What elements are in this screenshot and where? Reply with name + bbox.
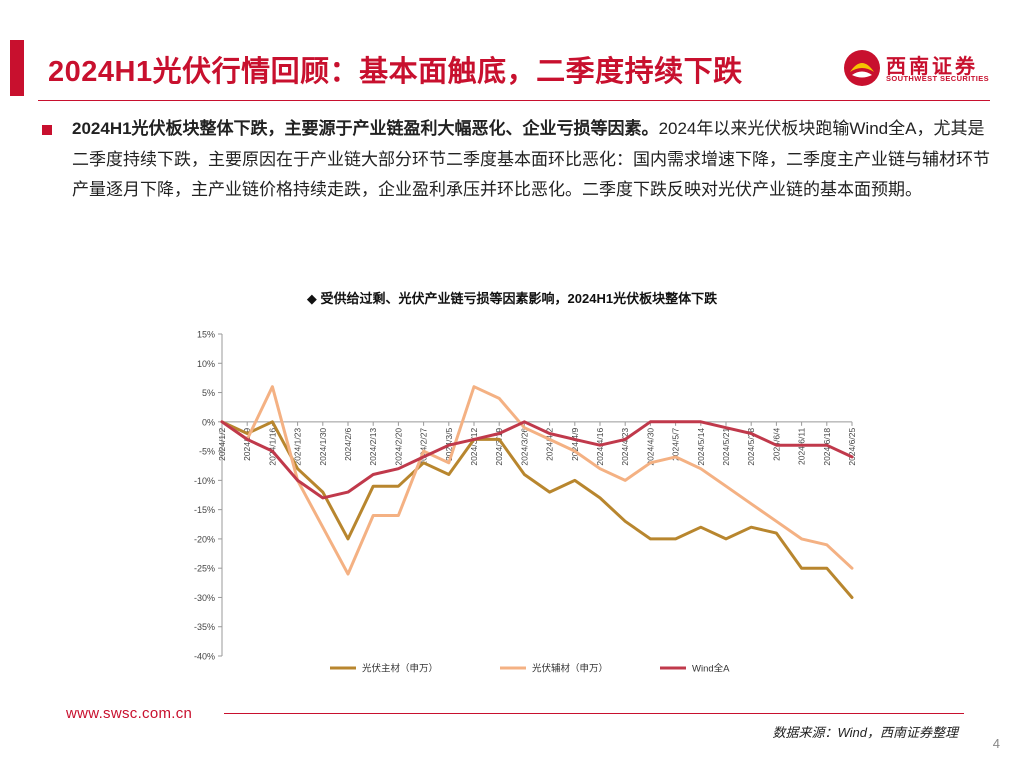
x-tick-label: 2024/6/25 <box>847 428 857 466</box>
summary-body-text: 2024年以来光伏板块跑输Wind全A，尤其是二季度持续下跌，主要原因在于产业链… <box>72 119 990 199</box>
series-line-2 <box>220 385 854 576</box>
y-tick-label: 10% <box>197 359 215 369</box>
logo-chinese-name: 西南证券 <box>886 56 978 78</box>
x-tick-label: 2024/2/20 <box>393 428 403 466</box>
logo-english-name: SOUTHWEST SECURITIES <box>886 74 990 83</box>
x-tick-label: 2024/1/9 <box>242 428 252 461</box>
company-logo: 西南证券 SOUTHWEST SECURITIES <box>842 48 992 90</box>
x-tick-label: 2024/5/21 <box>721 428 731 466</box>
x-tick-label: 2024/3/26 <box>519 428 529 466</box>
series-line-3 <box>220 420 854 500</box>
x-tick-label: 2024/4/2 <box>545 428 555 461</box>
x-tick-label: 2024/4/9 <box>570 428 580 461</box>
x-tick-label: 2024/2/6 <box>343 428 353 461</box>
line-chart: 15% 10% 5% 0% -5% -10% -15% -20% -25% -30% -35% -40… <box>194 330 857 675</box>
legend-label: 光伏主材（申万） <box>362 663 438 675</box>
x-tick-label: 2024/4/23 <box>620 428 630 466</box>
page-number: 4 <box>992 736 1000 751</box>
x-tick-label: 2024/5/7 <box>671 428 681 461</box>
legend-label: Wind全A <box>692 663 730 675</box>
y-tick-label: -30% <box>194 593 215 603</box>
y-tick-label: -35% <box>194 622 215 632</box>
x-tick-label: 2024/5/28 <box>746 428 756 466</box>
series-line-1 <box>220 420 854 599</box>
bullet-square-icon <box>42 125 52 135</box>
title-accent-bar <box>10 40 24 96</box>
y-tick-label: 5% <box>202 388 215 398</box>
x-tick-label: 2024/4/30 <box>645 428 655 466</box>
y-tick-label: 0% <box>202 417 215 427</box>
y-tick-label: -10% <box>194 476 215 486</box>
summary-paragraph: 2024H1光伏板块整体下跌，主要源于产业链盈利大幅恶化、企业亏损等因素。202… <box>72 114 992 206</box>
y-tick-label: -15% <box>194 505 215 515</box>
x-tick-label: 2024/1/30 <box>318 428 328 466</box>
x-tick-label: 2024/2/13 <box>368 428 378 466</box>
footer-divider <box>224 713 964 714</box>
header-divider <box>38 100 990 101</box>
y-tick-label: -5% <box>199 447 215 457</box>
x-tick-label: 2024/1/16 <box>267 428 277 466</box>
y-tick-label: 15% <box>197 330 215 340</box>
data-source-note: 数据来源：Wind，西南证券整理 <box>772 725 958 740</box>
x-tick-label: 2024/1/23 <box>293 428 303 466</box>
legend-label: 光伏辅材（申万） <box>532 663 608 675</box>
summary-bold-text: 2024H1光伏板块整体下跌，主要源于产业链盈利大幅恶化、企业亏损等因素。 <box>72 119 659 138</box>
chart-title: ◆ 受供给过剩、光伏产业链亏损等因素影响，2024H1光伏板块整体下跌 <box>306 291 718 306</box>
logo-emblem-icon <box>844 50 880 86</box>
page-title: 2024H1光伏行情回顾：基本面触底，二季度持续下跌 <box>48 56 743 88</box>
x-tick-label: 2024/1/2 <box>217 428 227 461</box>
x-tick-label: 2024/5/14 <box>696 428 706 466</box>
x-tick-label: 2024/2/27 <box>419 428 429 466</box>
y-tick-label: -20% <box>194 534 215 544</box>
x-tick-label: 2024/3/12 <box>469 428 479 466</box>
x-tick-label: 2024/3/19 <box>494 428 504 466</box>
y-tick-label: -40% <box>194 652 215 662</box>
y-tick-label: -25% <box>194 564 215 574</box>
website-link[interactable]: www.swsc.com.cn <box>66 705 193 722</box>
